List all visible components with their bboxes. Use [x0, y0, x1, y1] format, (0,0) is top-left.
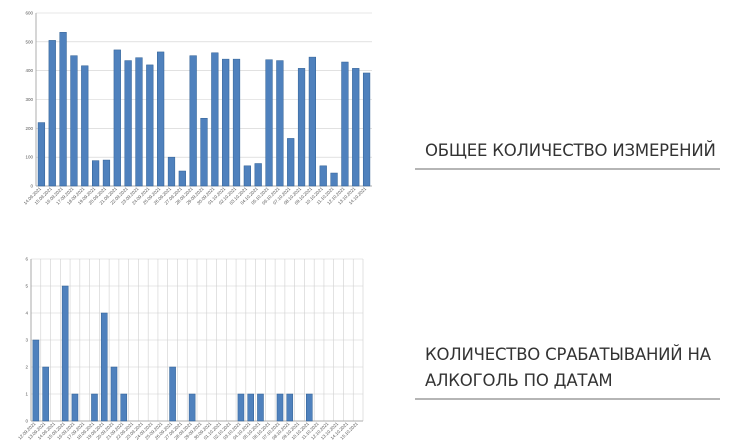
alcohol-caption-line2: АЛКОГОЛЬ ПО ДАТАМ	[425, 371, 613, 390]
chart2-bar	[110, 366, 118, 422]
chart1-bar	[243, 165, 251, 187]
chart1-y-tick-label: 200	[25, 126, 33, 131]
chart1-y-tick-label: 600	[25, 11, 33, 16]
alcohol-caption-line1: КОЛИЧЕСТВО СРАБАТЫВАНИЙ НА	[425, 345, 711, 364]
chart1-bar	[319, 165, 327, 187]
chart2-bar	[61, 285, 69, 422]
chart1-bar	[146, 64, 154, 187]
alcohol-caption-rule	[415, 398, 720, 400]
chart2-bar	[169, 366, 176, 422]
measurements-caption-rule	[415, 168, 720, 170]
chart1-bar	[113, 49, 121, 187]
chart2-y-tick-label: 6	[25, 257, 28, 262]
chart1-bar	[48, 40, 56, 187]
chart1-bar	[362, 72, 371, 187]
chart1-bar	[287, 138, 295, 187]
chart1-bar	[297, 68, 306, 187]
chart1-bar	[178, 170, 186, 187]
chart1-bar	[70, 55, 78, 187]
chart1-y-tick-label: 400	[25, 68, 33, 73]
chart2-bar	[91, 393, 98, 422]
chart1-y-tick-label: 0	[30, 184, 33, 189]
chart2-y-tick-label: 1	[25, 392, 28, 397]
chart1-bar	[352, 68, 360, 187]
chart1-y-tick-label: 300	[25, 97, 33, 102]
chart2-bar	[188, 393, 196, 422]
chart2-y-tick-label: 4	[25, 311, 28, 316]
measurements-caption: ОБЩЕЕ КОЛИЧЕСТВО ИЗМЕРЕНИЙ	[425, 141, 716, 160]
chart1-bar	[211, 52, 219, 187]
chart1-bar	[265, 59, 273, 187]
chart1-bar	[167, 156, 176, 187]
alcohol-caption: КОЛИЧЕСТВО СРАБАТЫВАНИЙ НА АЛКОГОЛЬ ПО Д…	[425, 342, 720, 394]
chart1-bar	[330, 172, 338, 187]
chart2-y-tick-label: 2	[25, 365, 28, 370]
chart2-bar	[237, 393, 245, 422]
chart1-bar	[37, 122, 46, 187]
chart2-bar	[42, 366, 49, 422]
chart1-bar	[59, 32, 67, 187]
chart2-y-tick-label: 5	[25, 284, 28, 289]
chart1-y-tick-label: 100	[25, 155, 33, 160]
chart1-bar	[189, 55, 197, 187]
chart1-y-tick-label: 500	[25, 39, 33, 44]
chart2-bar	[71, 393, 79, 422]
chart1-bar	[92, 160, 100, 187]
chart2-bar	[286, 393, 294, 422]
alcohol-chart: 012345612.09.202113.09.202114.09.202115.…	[17, 257, 364, 441]
chart1-bar	[102, 159, 111, 187]
chart1-bar	[124, 60, 132, 187]
chart2-y-tick-label: 0	[25, 419, 28, 424]
chart1-bar	[157, 51, 165, 187]
chart1-bar	[222, 58, 230, 187]
chart2-bar	[276, 393, 284, 422]
chart1-bar	[308, 56, 316, 187]
measurements-chart: 010020030040050060014.09.202115.09.20211…	[23, 11, 372, 206]
chart1-bar	[81, 65, 89, 187]
chart2-y-tick-label: 3	[25, 338, 28, 343]
chart2-bar	[306, 393, 313, 422]
chart1-bar	[341, 61, 349, 187]
chart2-bar	[120, 393, 128, 422]
chart1-bar	[200, 117, 208, 187]
chart1-bar	[254, 163, 262, 187]
chart2-bar	[100, 312, 108, 422]
chart2-bar	[32, 339, 40, 422]
chart1-bar	[276, 60, 284, 187]
chart2-bar	[257, 393, 264, 422]
chart1-bar	[135, 57, 143, 187]
chart1-bar	[232, 58, 241, 187]
chart2-bar	[247, 393, 254, 422]
